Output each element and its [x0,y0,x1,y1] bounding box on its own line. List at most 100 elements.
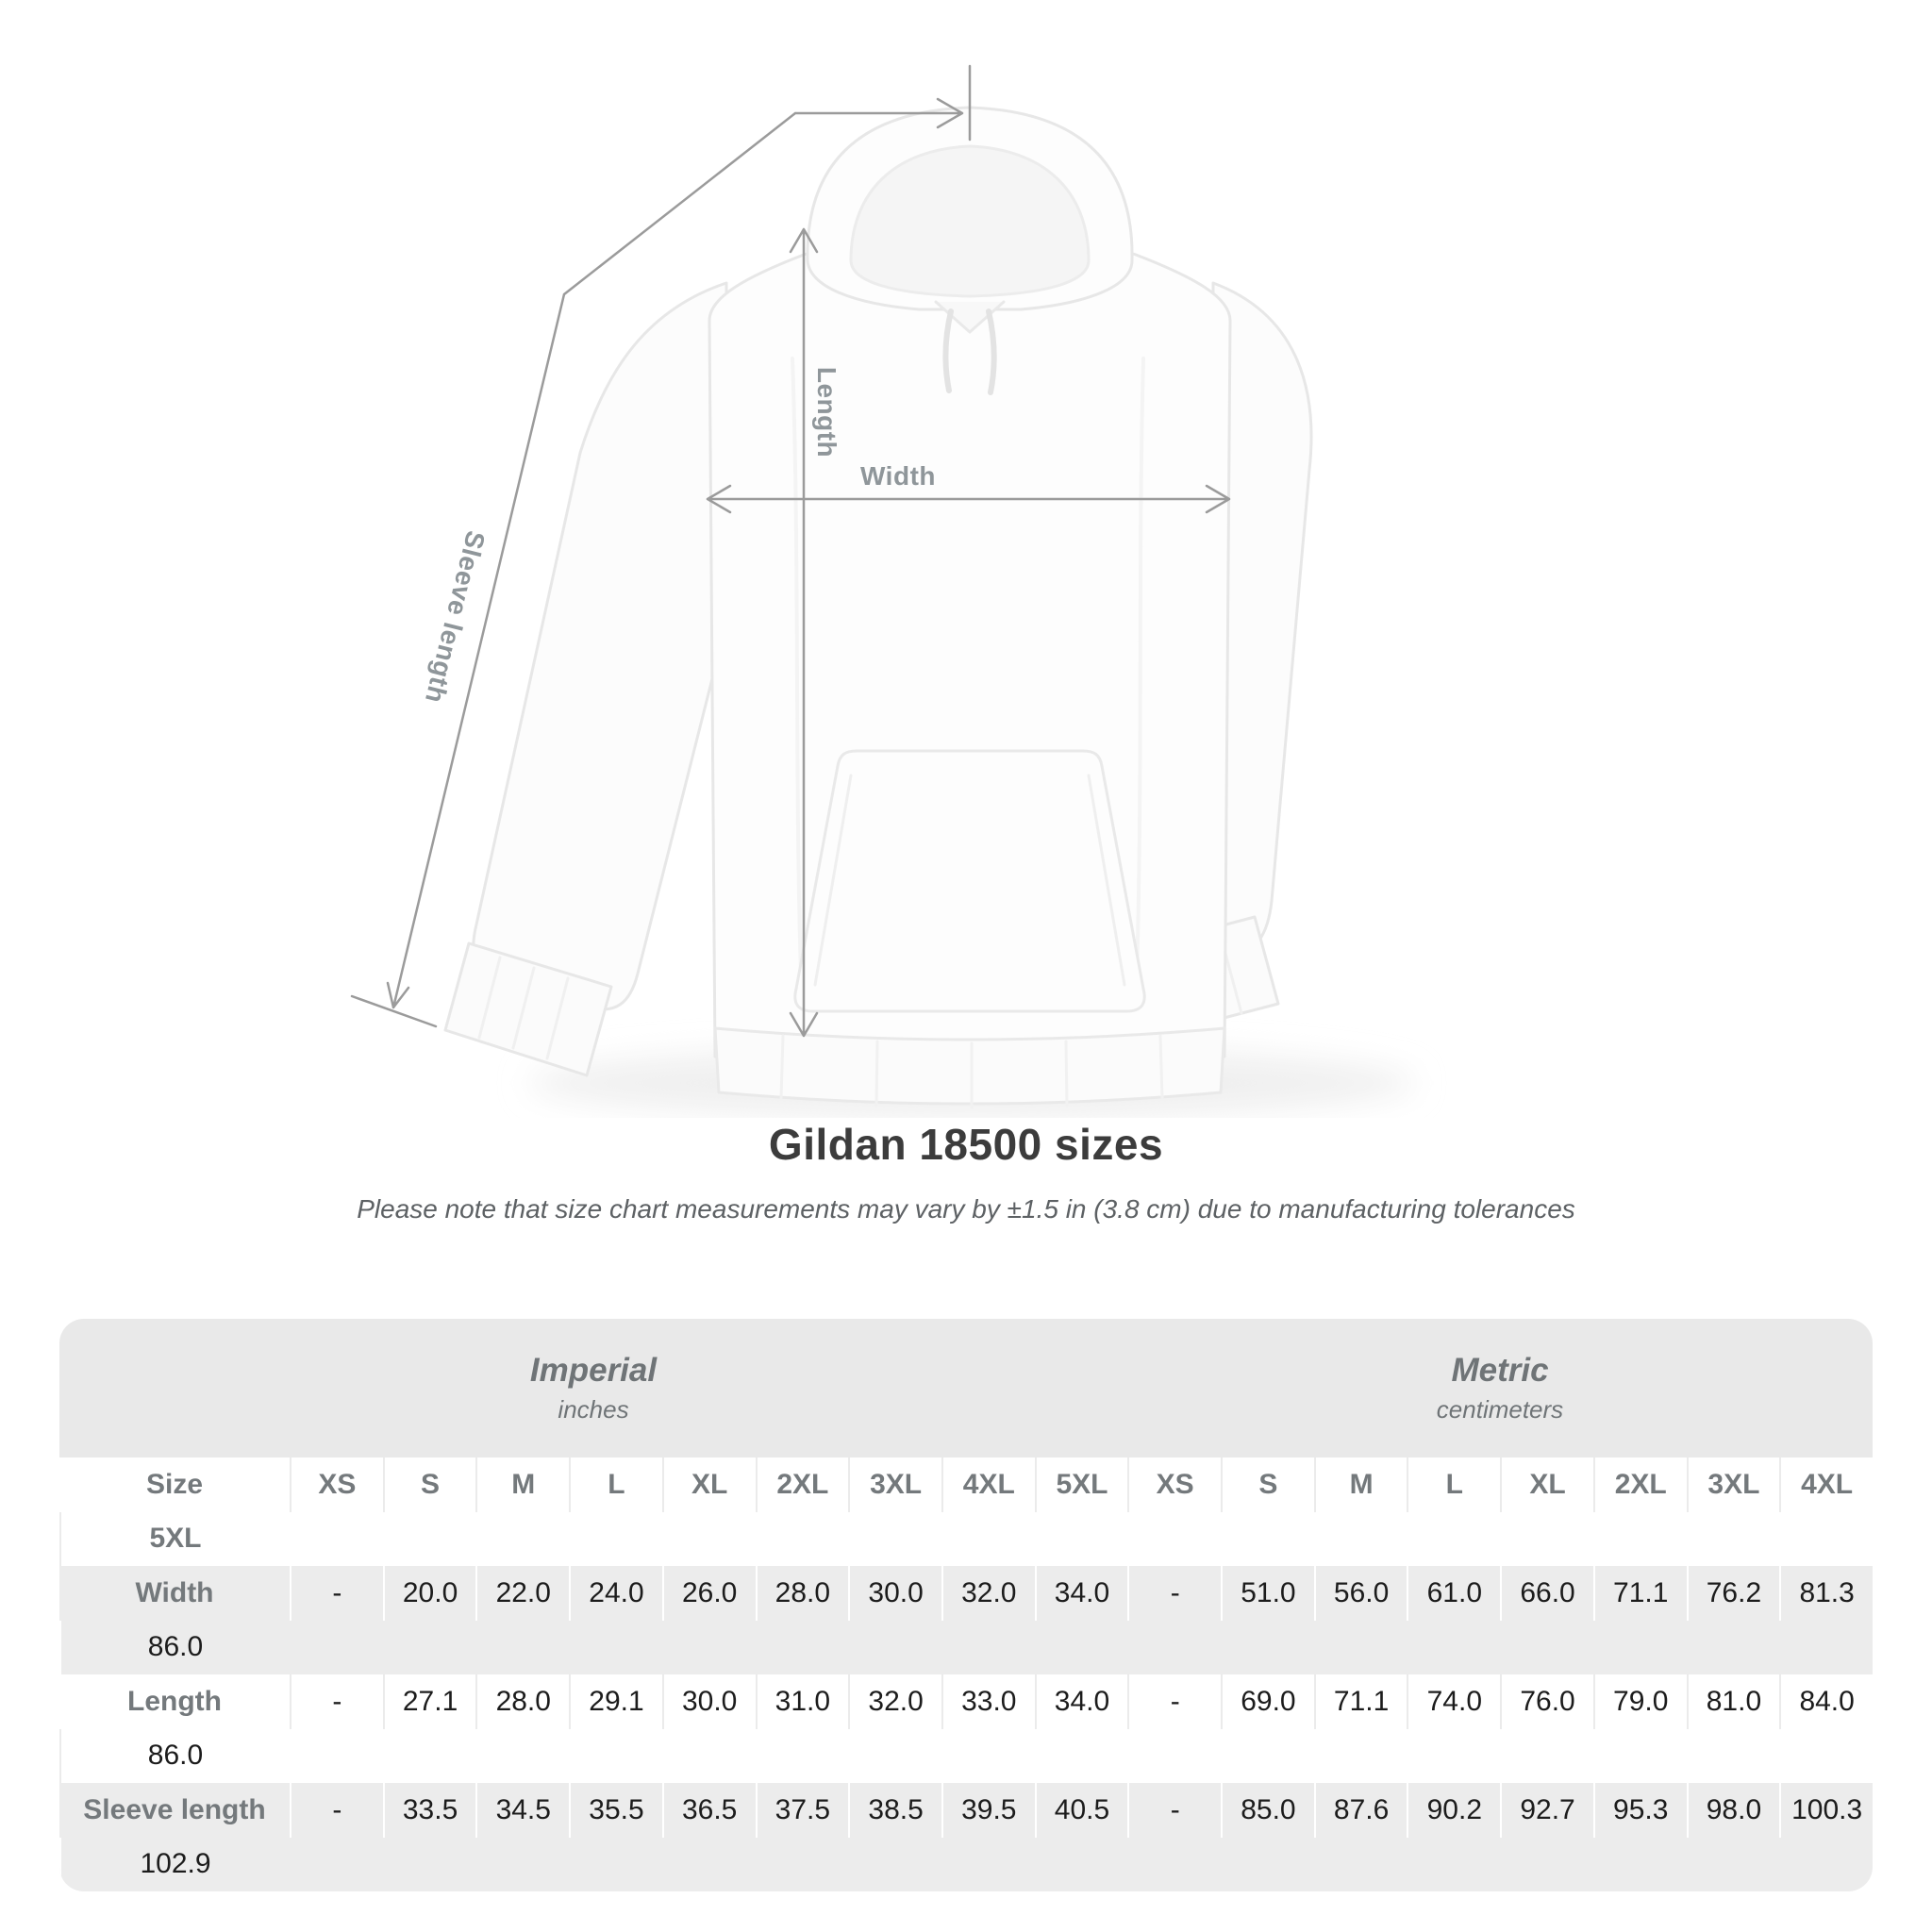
table-cell: - [290,1783,383,1838]
row-label: Sleeve length [83,1793,266,1825]
drawstring-left [942,308,954,393]
table-cell: 33.5 [382,1783,476,1838]
table-cell: 28.0 [755,1566,849,1621]
table-cell: 74.0 [1407,1674,1500,1729]
size-header-cell: 4XL [1779,1457,1873,1512]
table-cell: - [290,1566,383,1621]
left-cuff-ribs [477,956,570,1060]
size-table: Imperial inches Metric centimeters Size … [59,1319,1873,1891]
row-label: Width [135,1576,214,1608]
size-header-cell: 5XL [59,1511,290,1566]
imperial-header-group: Imperial inches [59,1319,1127,1457]
table-cell: 85.0 [1221,1783,1314,1838]
table-cell: 22.0 [475,1566,569,1621]
table-cell: 86.0 [59,1728,290,1783]
table-cell: 39.5 [941,1783,1035,1838]
drawstring-right [986,308,997,395]
table-cell: 20.0 [382,1566,476,1621]
size-column-header: Size [145,1468,204,1500]
table-cell: 24.0 [569,1566,662,1621]
table-cell: 56.0 [1313,1566,1407,1621]
table-cell: 79.0 [1592,1674,1687,1729]
table-cell: 86.0 [59,1620,290,1674]
table-cell: 76.0 [1500,1674,1593,1729]
hoodie-illustration [443,106,1313,1109]
table-cell: 29.1 [569,1674,662,1729]
size-header-row: Size XS S M L XL 2XL 3XL 4XL 5XL XS S M … [59,1457,1873,1566]
table-cell: - [290,1674,383,1729]
hoodie-hem-band [713,1026,1226,1106]
size-header-cell: 2XL [1592,1457,1687,1512]
table-cell: 98.0 [1686,1783,1780,1838]
table-cell: 31.0 [755,1674,849,1729]
table-cell: 71.1 [1313,1674,1407,1729]
size-header-cell: 5XL [1034,1457,1128,1512]
table-cell: 69.0 [1221,1674,1314,1729]
size-header-cell: 4XL [941,1457,1035,1512]
width-measure-line [706,484,1231,514]
size-header-cell: 2XL [755,1457,849,1512]
table-cell: 84.0 [1779,1674,1873,1729]
table-cell: 35.5 [569,1783,662,1838]
table-cell: 26.0 [661,1566,756,1621]
row-label: Length [127,1685,222,1717]
table-cell: 87.6 [1313,1783,1407,1838]
table-cell: 51.0 [1221,1566,1314,1621]
table-row-sleeve-length: Sleeve length - 33.5 34.5 35.5 36.5 37.5… [59,1783,1873,1891]
size-header-cell: S [1221,1457,1314,1512]
size-header-cell: S [382,1457,476,1512]
table-cell: 36.5 [661,1783,756,1838]
metric-header-group: Metric centimeters [1127,1319,1873,1457]
sleeve-measure-line [386,97,964,1009]
hood-opening [849,144,1091,298]
table-cell: 32.0 [941,1566,1035,1621]
table-row-width: Width - 20.0 22.0 24.0 26.0 28.0 30.0 32… [59,1566,1873,1674]
table-cell: 95.3 [1592,1783,1687,1838]
pocket-stitching [813,774,1126,987]
size-header-cell: M [1313,1457,1407,1512]
table-cell: 90.2 [1407,1783,1500,1838]
body-fold-lines [791,357,1145,1002]
table-cell: 100.3 [1779,1783,1873,1838]
size-header-cell: M [475,1457,569,1512]
table-cell: 71.1 [1592,1566,1687,1621]
table-cell: 76.2 [1686,1566,1780,1621]
table-cell: 81.0 [1686,1674,1780,1729]
table-cell: 30.0 [848,1566,941,1621]
table-cell: 40.5 [1034,1783,1128,1838]
length-measure-line [789,227,819,1038]
size-header-cell: 3XL [1686,1457,1780,1512]
width-measurement-label: Width [860,461,936,491]
unit-header-row: Imperial inches Metric centimeters [59,1319,1873,1457]
size-header-cell: XL [661,1457,756,1512]
page-title: Gildan 18500 sizes [768,1120,1164,1169]
hoodie-pocket [793,749,1146,1013]
hoodie-size-diagram [350,64,1415,1118]
table-cell: 34.5 [475,1783,569,1838]
table-cell: - [1127,1674,1221,1729]
size-header-cell: L [569,1457,662,1512]
metric-unit: centimeters [1436,1395,1564,1424]
table-cell: 30.0 [661,1674,756,1729]
sleeve-cuff-tick [350,994,438,1028]
hoodie-left-sleeve [472,281,728,1011]
table-cell: 33.0 [941,1674,1035,1729]
hem-ribs [779,1034,1164,1109]
table-cell: 27.1 [382,1674,476,1729]
hoodie-left-cuff [443,941,613,1077]
table-cell: 61.0 [1407,1566,1500,1621]
imperial-unit: inches [558,1395,629,1424]
length-measurement-label: Length [812,366,841,458]
size-header-cell: XL [1500,1457,1593,1512]
table-cell: 38.5 [848,1783,941,1838]
size-header-cell: XS [1127,1457,1221,1512]
table-cell: 92.7 [1500,1783,1593,1838]
size-header-cell: XS [290,1457,383,1512]
table-cell: 81.3 [1779,1566,1873,1621]
imperial-title: Imperial [529,1352,658,1389]
table-cell: 28.0 [475,1674,569,1729]
size-header-cell: 3XL [848,1457,941,1512]
table-cell: 37.5 [755,1783,849,1838]
table-cell: 32.0 [848,1674,941,1729]
